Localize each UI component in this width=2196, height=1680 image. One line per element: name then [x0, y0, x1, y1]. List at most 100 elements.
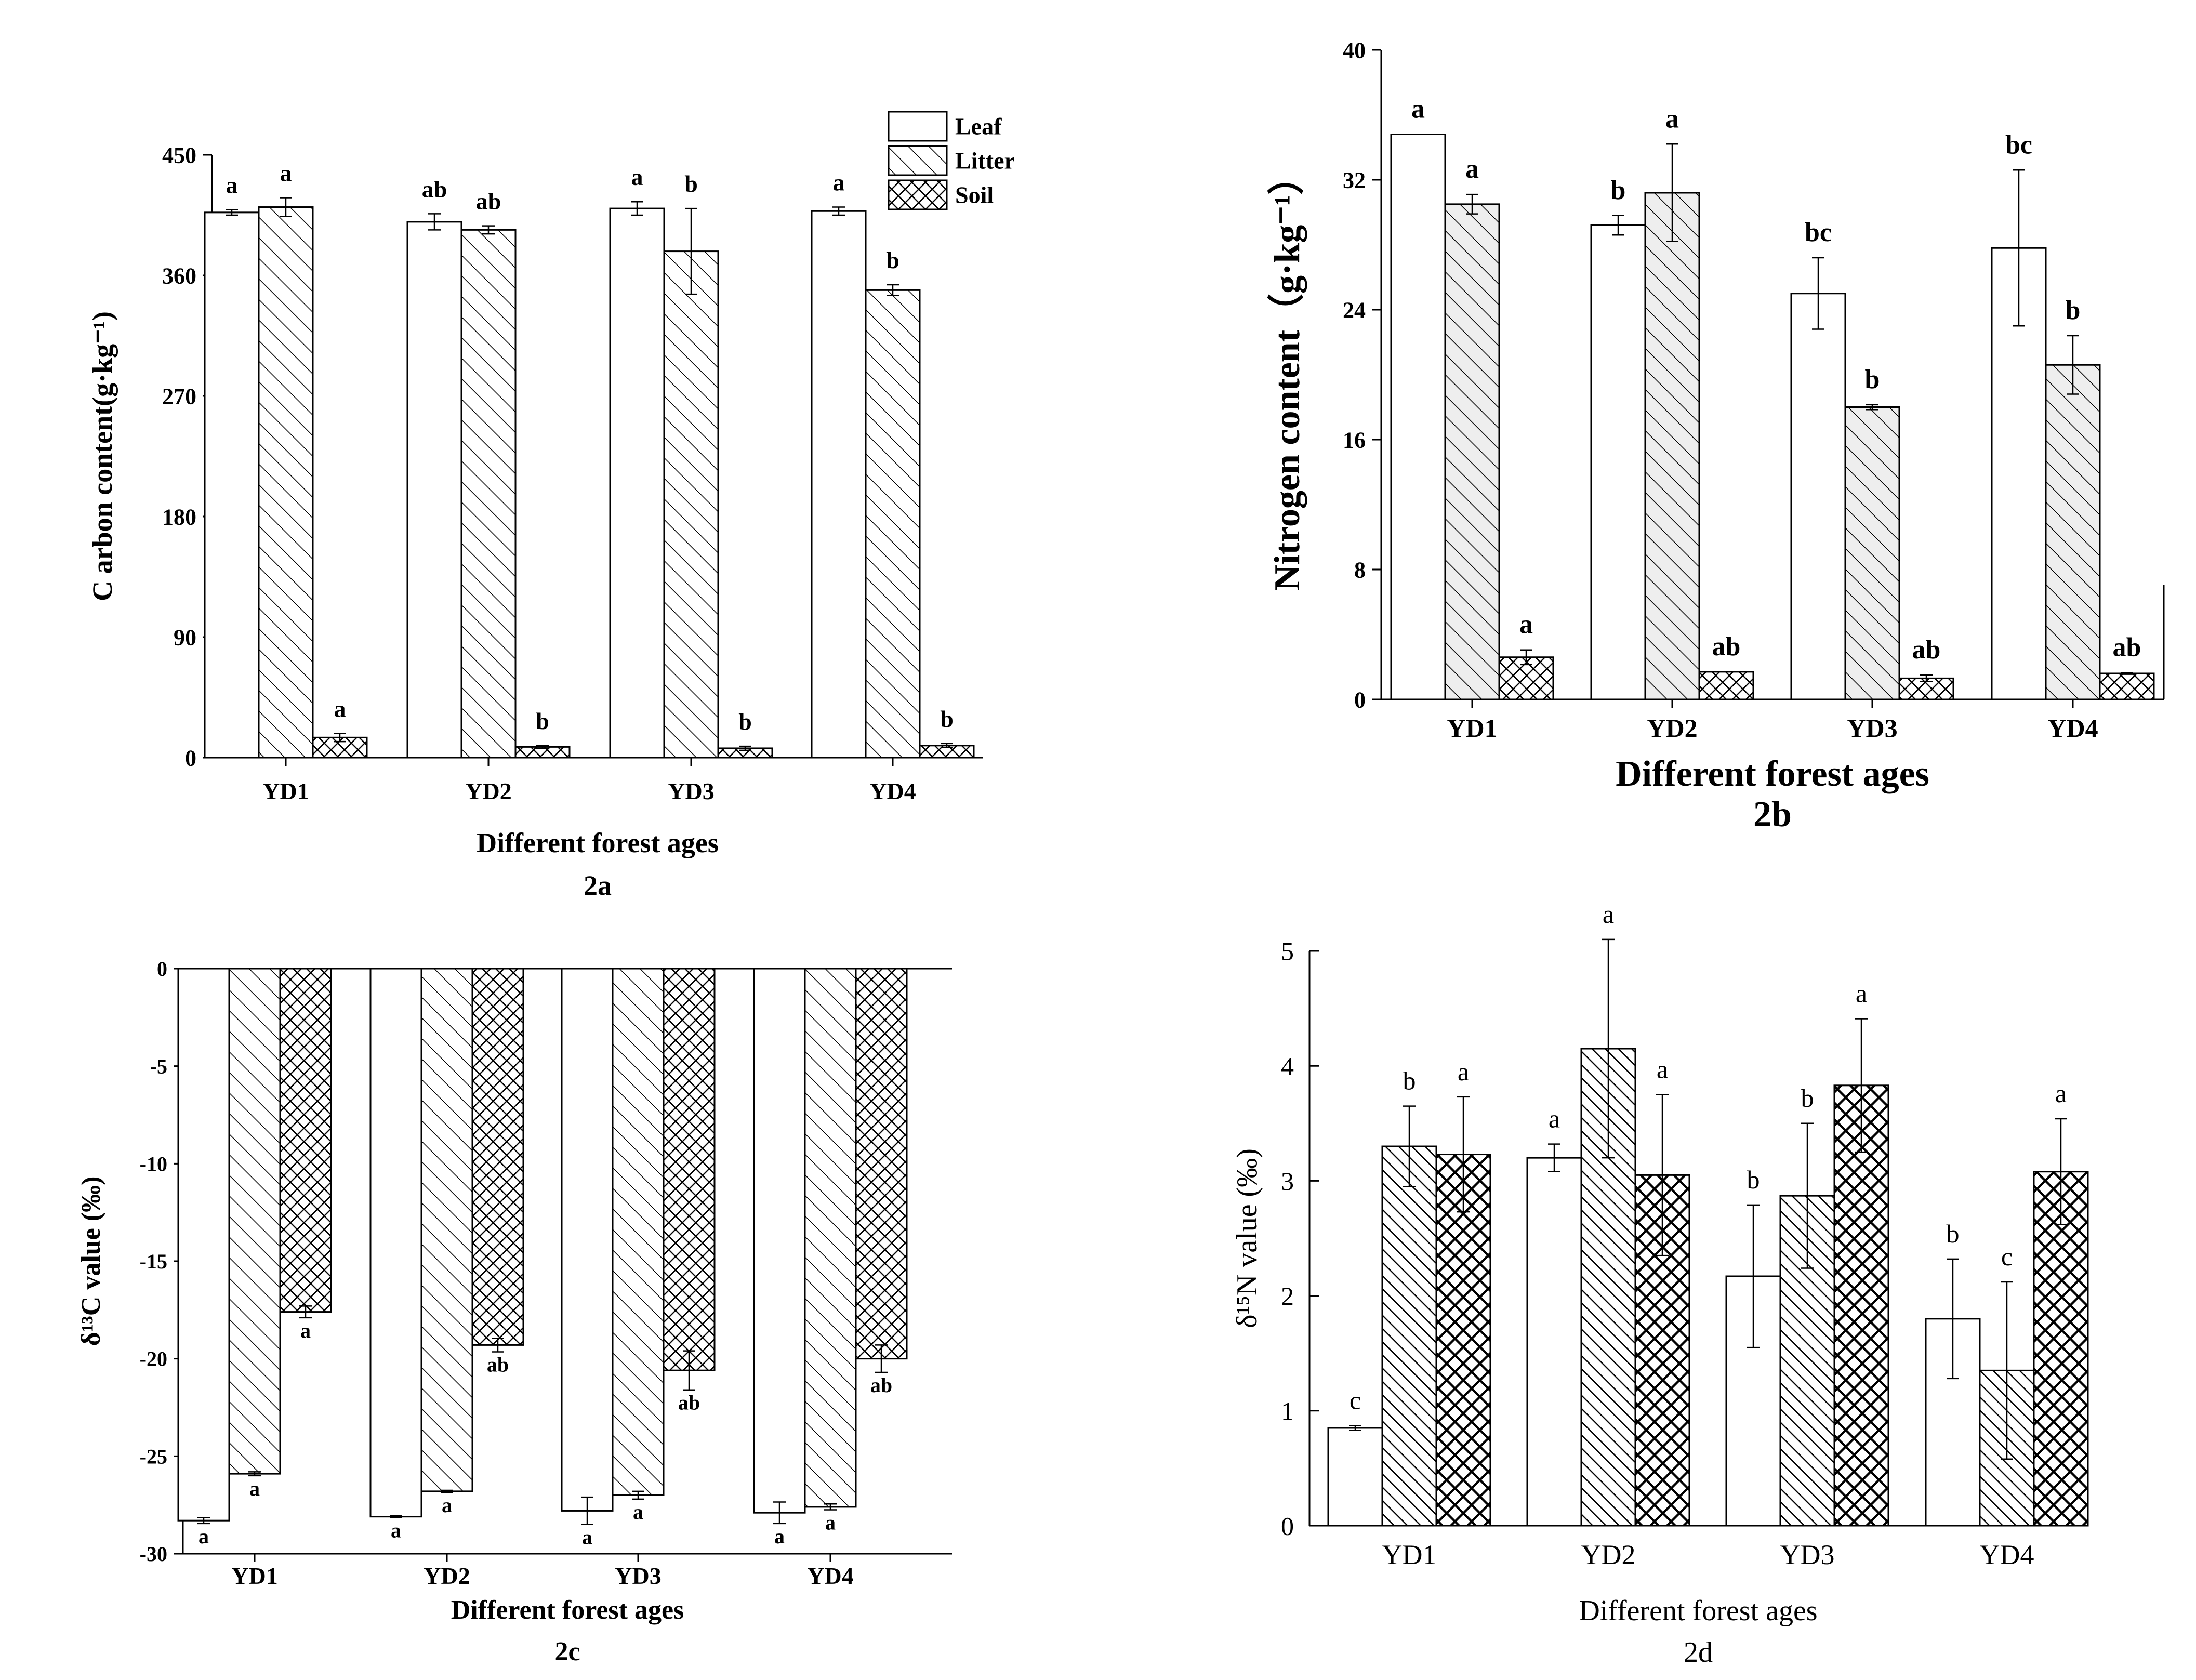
x-tick-label: YD1 [262, 778, 309, 804]
y-tick-label: 0 [1281, 1512, 1294, 1541]
bar-litter [804, 968, 857, 1508]
bar-leaf [406, 221, 462, 759]
significance-letter: a [391, 1519, 401, 1542]
significance-letter: ab [870, 1373, 892, 1397]
x-tick-label: YD1 [231, 1563, 277, 1589]
bar-leaf [204, 211, 260, 759]
significance-letter: a [1603, 899, 1614, 929]
bar-soil [663, 968, 716, 1371]
significance-letter: a [631, 164, 643, 190]
significance-letter: a [199, 1525, 209, 1548]
significance-letter: b [1611, 176, 1626, 205]
significance-letter: a [825, 1511, 836, 1535]
y-tick-label: 24 [1343, 297, 1366, 323]
y-tick-label: -10 [140, 1152, 167, 1175]
x-tick-label: YD4 [869, 778, 916, 804]
x-tick-label: YD4 [807, 1563, 853, 1589]
significance-letter: ab [487, 1353, 509, 1377]
y-tick-label: 0 [1354, 687, 1366, 712]
significance-letter: a [226, 172, 238, 199]
bar-litter [1644, 192, 1700, 700]
y-tick-label: 5 [1281, 937, 1294, 966]
y-tick-label: 270 [162, 383, 196, 409]
bar-leaf [811, 210, 867, 759]
significance-letter: b [684, 170, 698, 197]
x-tick-label: YD1 [1382, 1539, 1437, 1570]
significance-letter: a [1465, 154, 1479, 184]
y-tick-label: -15 [140, 1250, 167, 1273]
y-tick-label: 0 [157, 957, 167, 981]
bar-soil [1698, 671, 1754, 700]
y-axis-title: C arbon content(g·kg⁻¹) [87, 311, 118, 601]
significance-letter: a [300, 1319, 311, 1342]
significance-letter: a [1665, 104, 1679, 134]
y-tick-label: 1 [1281, 1396, 1294, 1425]
significance-letter: a [1549, 1104, 1560, 1133]
y-tick-label: 0 [185, 745, 196, 771]
significance-letter: ab [2113, 632, 2141, 662]
significance-letter: a [1458, 1057, 1469, 1086]
significance-letter: ab [678, 1391, 700, 1414]
significance-letter: a [833, 169, 845, 196]
panel-2d: 0 1 2 3 4 5 YD1 YD2 YD3 YD4 c a b b b a b c a a a a δ¹⁵N value… [1231, 899, 2089, 1669]
significance-letter: a [1519, 610, 1533, 640]
significance-letter: a [334, 696, 346, 722]
panel-label: 2c [554, 1637, 580, 1666]
significance-letter: b [1403, 1066, 1416, 1095]
panel-label: 2b [1753, 795, 1792, 835]
significance-letter: a [280, 160, 292, 186]
bar-soil [471, 968, 524, 1346]
significance-letter: a [582, 1526, 592, 1549]
x-tick-label: YD4 [1980, 1539, 2034, 1570]
bar-leaf [1390, 134, 1446, 700]
bar-litter [612, 968, 665, 1496]
bar-leaf [753, 968, 806, 1514]
y-tick-label: 8 [1354, 557, 1366, 583]
bar-soil [2099, 672, 2155, 700]
bar-leaf [1526, 1157, 1582, 1527]
significance-letter: c [2001, 1242, 2013, 1271]
x-tick-label: YD2 [1647, 713, 1697, 743]
bar-litter [1444, 203, 1500, 700]
panel-2c: -30 -25 -20 -15 -10 -5 0 YD1 YD2 YD3 YD4 a a a a a a a a a a… [76, 957, 952, 1666]
significance-letter: b [1801, 1083, 1814, 1113]
significance-letter: ab [422, 176, 447, 202]
significance-letter: a [2055, 1079, 2067, 1108]
bar-leaf [561, 968, 614, 1512]
y-axis-title: δ¹³C value (‰) [76, 1176, 106, 1346]
bar-soil [1435, 1154, 1491, 1527]
significance-letter: b [738, 708, 752, 735]
significance-letter: bc [2005, 130, 2032, 160]
significance-letter: a [442, 1493, 452, 1517]
panel-label: 2a [584, 870, 612, 901]
x-axis-title: Different forest ages [1579, 1595, 1817, 1627]
significance-letter: ab [476, 188, 501, 215]
bar-leaf [1790, 293, 1846, 700]
x-tick-label: YD3 [615, 1563, 661, 1589]
y-tick-label: 32 [1343, 167, 1366, 193]
significance-letter: a [1411, 95, 1425, 124]
significance-letter: a [1657, 1055, 1668, 1084]
y-tick-label: 2 [1281, 1281, 1294, 1311]
x-axis-title: Different forest ages [477, 827, 719, 858]
significance-letter: a [1856, 979, 1867, 1008]
x-tick-label: YD1 [1447, 713, 1497, 743]
bar-litter [420, 968, 473, 1492]
y-tick-label: 360 [162, 263, 196, 288]
significance-letter: a [774, 1525, 785, 1548]
significance-letter: bc [1805, 218, 1832, 247]
y-tick-label: -25 [140, 1445, 167, 1468]
bar-leaf [1590, 224, 1646, 700]
bar-litter [258, 206, 314, 759]
bar-litter [1381, 1145, 1437, 1527]
significance-letter: b [2066, 296, 2081, 325]
significance-letter: b [886, 247, 899, 273]
bar-litter [228, 968, 281, 1475]
bar-leaf [609, 207, 665, 759]
x-tick-label: YD2 [1581, 1539, 1636, 1570]
y-tick-label: 90 [174, 625, 196, 650]
significance-letter: b [940, 706, 954, 732]
x-tick-label: YD2 [465, 778, 511, 804]
